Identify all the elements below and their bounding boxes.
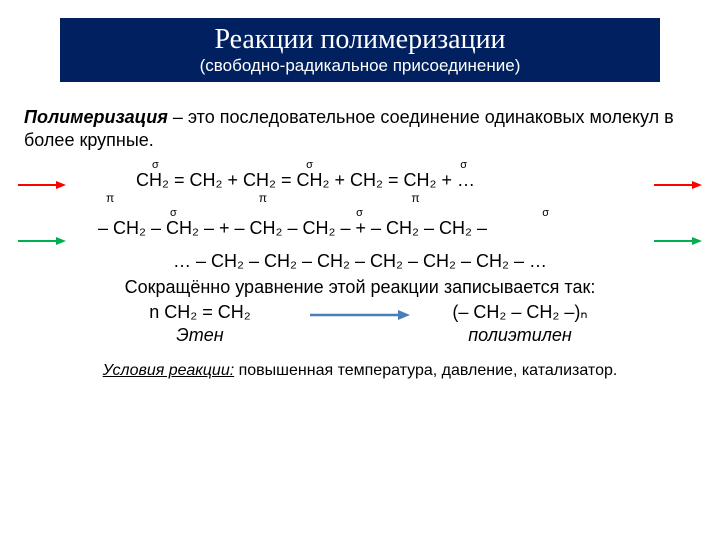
arrow-left-1: [18, 179, 66, 191]
arrow-left-2: [18, 235, 66, 247]
conditions: Условия реакции: повышенная температура,…: [24, 362, 696, 380]
summary-arrow: [310, 306, 410, 324]
polymer-formula: (– CH₂ – CH₂ –)ₙ: [420, 301, 620, 324]
short-intro: Сокращённо уравнение этой реакции записы…: [24, 276, 696, 299]
equation-1: CH₂ = CH₂ + CH₂ = CH₂ + CH₂ = CH₂ + …: [136, 171, 696, 191]
monomer-formula: n CH₂ = CH₂: [100, 301, 300, 324]
arrow-right-1: [654, 179, 702, 191]
reaction-block-1: σ σ σ CH₂ = CH₂ + CH₂ = CH₂ + CH₂ = CH₂ …: [24, 159, 696, 239]
sigma-row-2: σ σ σ: [170, 207, 696, 219]
monomer-name: Этен: [100, 324, 300, 347]
title-box: Реакции полимеризации (свободно-радикаль…: [60, 18, 660, 82]
polymer-block: (– CH₂ – CH₂ –)ₙ полиэтилен: [420, 301, 620, 348]
page-subtitle: (свободно-радикальное присоединение): [72, 56, 648, 76]
page-title: Реакции полимеризации: [72, 24, 648, 56]
content: Полимеризация – это последовательное сое…: [24, 106, 696, 380]
equation-2: – CH₂ – CH₂ – + – CH₂ – CH₂ – + – CH₂ – …: [98, 219, 696, 239]
definition-term: Полимеризация: [24, 107, 168, 127]
conditions-text: повышенная температура, давление, катали…: [234, 362, 617, 379]
monomer-block: n CH₂ = CH₂ Этен: [100, 301, 300, 348]
polymer-name: полиэтилен: [420, 324, 620, 347]
chain-line: … – CH₂ – CH₂ – CH₂ – CH₂ – CH₂ – CH₂ – …: [24, 251, 696, 272]
summary-row: n CH₂ = CH₂ Этен (– CH₂ – CH₂ –)ₙ полиэт…: [24, 301, 696, 348]
arrow-right-2: [654, 235, 702, 247]
definition-text: Полимеризация – это последовательное сое…: [24, 106, 696, 151]
pi-row: π π π: [106, 191, 696, 207]
conditions-label: Условия реакции:: [103, 362, 235, 379]
